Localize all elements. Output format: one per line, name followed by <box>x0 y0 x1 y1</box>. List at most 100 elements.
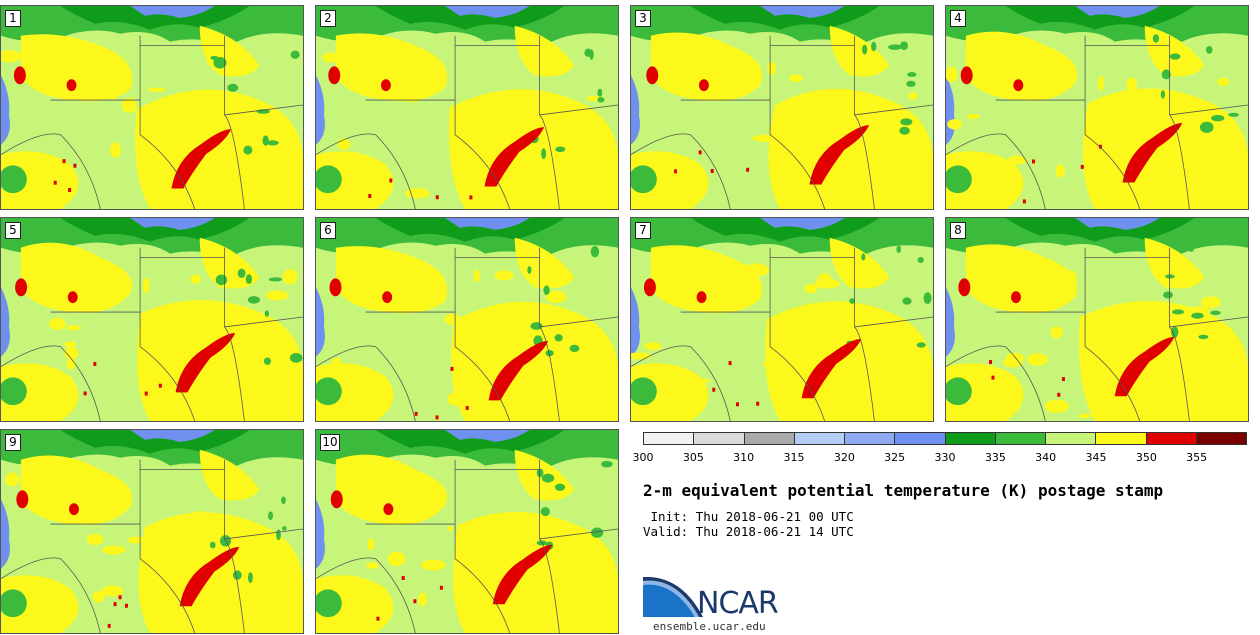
map-fill <box>1172 309 1185 315</box>
map-fill <box>691 378 711 384</box>
map-fill <box>947 119 963 130</box>
map-fill <box>728 361 732 366</box>
map-fill <box>660 377 687 385</box>
map-fill <box>494 270 514 281</box>
map-fill <box>460 601 485 614</box>
map-fill <box>316 377 342 406</box>
map-fill <box>712 387 716 392</box>
map-fill <box>20 242 133 313</box>
map-fill <box>219 535 232 547</box>
map-fill <box>387 551 406 567</box>
map-fill <box>73 163 77 168</box>
map-fill <box>524 189 546 199</box>
map-fill <box>1061 377 1065 382</box>
map-fill <box>420 559 446 571</box>
map-fill <box>631 287 640 357</box>
ncar-logo-text: NCAR <box>697 586 779 621</box>
map-fill <box>53 180 57 185</box>
theta-e-map <box>946 6 1248 209</box>
map-fill <box>958 278 971 297</box>
map-fill <box>631 363 709 421</box>
color-scale-tick-label: 350 <box>1135 451 1157 464</box>
color-scale-tick-label: 355 <box>1186 451 1208 464</box>
map-boundary-line <box>1 345 101 421</box>
site-url: ensemble.ucar.edu <box>653 620 766 633</box>
map-fill <box>245 274 253 285</box>
map-fill <box>83 391 87 396</box>
theta-e-map <box>631 218 933 421</box>
map-fill <box>447 526 454 532</box>
map-fill <box>1160 90 1166 99</box>
map-fill <box>631 377 657 406</box>
map-fill <box>1013 79 1024 92</box>
map-fill <box>65 325 82 331</box>
map-fill <box>710 168 714 173</box>
map-fill <box>111 90 118 100</box>
map-fill <box>450 366 454 371</box>
map-boundary-line <box>631 345 731 421</box>
theta-e-map <box>946 218 1248 421</box>
map-fill <box>583 326 599 333</box>
map-fill <box>960 66 973 85</box>
color-scale-tick-label: 315 <box>783 451 805 464</box>
map-fill <box>331 357 342 368</box>
map-fill <box>1097 75 1104 92</box>
map-fill <box>861 186 882 200</box>
map-fill <box>127 536 145 544</box>
member-panel-4: 4 <box>945 5 1249 210</box>
theta-e-map <box>1 218 303 421</box>
map-fill <box>282 269 298 285</box>
member-number-label: 9 <box>5 434 21 451</box>
map-fill <box>130 430 215 442</box>
map-boundary-line <box>680 311 826 421</box>
map-fill <box>527 266 532 274</box>
map-fill <box>1 75 10 145</box>
map-fill <box>631 75 640 145</box>
map-fill <box>367 538 375 551</box>
map-fill <box>923 292 932 304</box>
theta-e-map <box>1 430 303 633</box>
map-fill <box>1198 334 1209 340</box>
map-fill <box>48 318 66 331</box>
map-fill <box>809 125 870 185</box>
map-fill <box>763 359 777 368</box>
map-fill <box>439 585 443 590</box>
member-panel-3: 3 <box>630 5 934 210</box>
map-fill <box>389 178 393 183</box>
map-boundary-line <box>224 247 245 421</box>
map-fill <box>946 165 972 194</box>
map-fill <box>829 237 890 289</box>
map-fill <box>849 298 855 304</box>
map-boundary-line <box>224 104 303 116</box>
map-boundary-line <box>365 99 511 209</box>
map-fill <box>1011 291 1021 304</box>
map-fill <box>232 570 242 580</box>
map-fill <box>224 310 238 316</box>
map-fill <box>570 151 579 159</box>
map-fill <box>418 592 427 607</box>
map-fill <box>1032 159 1035 164</box>
map-fill <box>335 246 448 314</box>
map-fill <box>179 546 240 607</box>
map-fill <box>698 150 702 155</box>
map-fill <box>1230 376 1248 389</box>
map-fill <box>877 135 886 147</box>
theta-e-map <box>316 218 618 421</box>
map-fill <box>316 75 325 145</box>
map-fill <box>545 290 567 304</box>
map-fill <box>1 589 27 618</box>
map-fill <box>1080 164 1084 169</box>
map-fill <box>444 313 462 325</box>
map-fill <box>966 113 981 120</box>
map-fill <box>760 218 845 230</box>
member-number-label: 2 <box>320 10 336 27</box>
map-fill <box>674 169 678 174</box>
map-fill <box>631 151 709 209</box>
member-number-label: 5 <box>5 222 21 239</box>
map-fill <box>101 545 126 555</box>
map-fill <box>130 6 215 18</box>
map-fill <box>86 533 104 545</box>
map-fill <box>888 44 902 50</box>
map-boundary-line <box>365 523 511 633</box>
map-fill <box>1022 199 1026 204</box>
